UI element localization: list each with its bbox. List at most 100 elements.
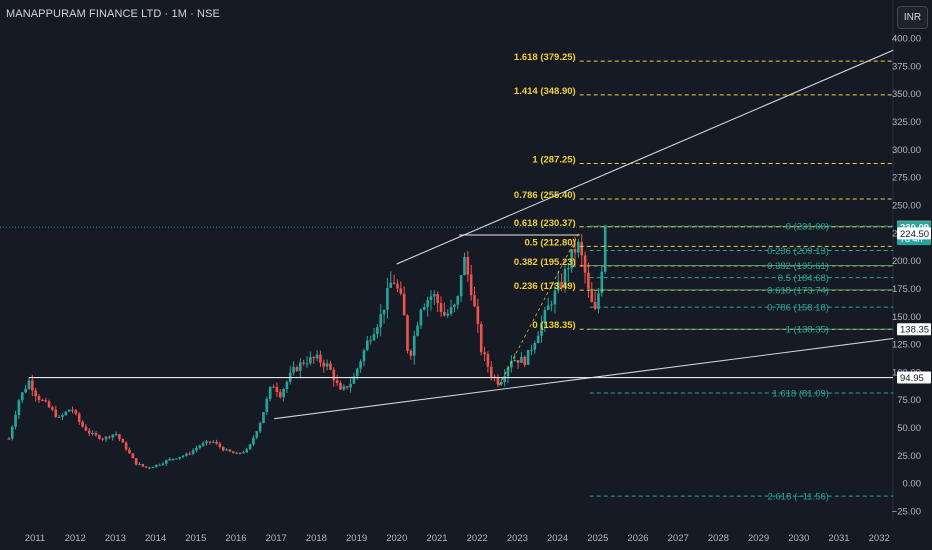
candle: [446, 313, 450, 316]
candle: [144, 466, 148, 468]
fib-level-label: 1 (287.25): [532, 154, 575, 165]
candle: [91, 433, 94, 435]
candle: [138, 464, 141, 466]
candle: [191, 450, 195, 454]
x-tick-label: 2016: [225, 533, 246, 544]
candle: [171, 458, 175, 460]
candle: [550, 304, 553, 306]
candle: [389, 282, 393, 288]
candle: [416, 325, 419, 336]
candle: [77, 413, 81, 422]
candle: [355, 368, 359, 377]
candle: [154, 464, 158, 467]
candle: [161, 463, 165, 465]
candle: [101, 438, 104, 440]
candle: [600, 271, 604, 294]
candle: [449, 307, 453, 314]
fib-level-label: 0.382 (195.23): [514, 257, 576, 268]
candle: [563, 269, 567, 288]
candle: [543, 310, 547, 323]
candle: [590, 288, 594, 302]
fib-level-label: 0.786 (255.40): [514, 190, 576, 201]
candle: [429, 296, 433, 301]
candle: [37, 396, 41, 401]
candle: [205, 441, 208, 444]
x-tick-label: 2012: [65, 533, 86, 544]
x-tick-label: 2014: [145, 533, 166, 544]
y-tick-label: 400.00: [892, 34, 921, 45]
candle: [516, 360, 520, 363]
candle: [335, 380, 339, 384]
y-tick-label: 150.00: [892, 312, 921, 323]
candle: [208, 441, 212, 443]
candle: [27, 380, 31, 389]
candle: [148, 467, 151, 469]
candle: [218, 443, 222, 447]
price-label-box: [897, 323, 931, 336]
candle: [570, 249, 573, 269]
fib-level-label: 0 (231.00): [786, 222, 829, 233]
y-tick-label: 125.00: [892, 340, 921, 351]
candle: [232, 451, 235, 454]
candle: [476, 306, 480, 325]
candle: [510, 360, 513, 368]
candle: [503, 376, 506, 383]
candle: [128, 449, 131, 454]
candle: [121, 439, 125, 443]
candle: [141, 464, 145, 467]
candle: [14, 414, 17, 427]
candle: [523, 356, 527, 365]
price-label-box: [897, 371, 931, 384]
candle: [87, 430, 91, 434]
candle: [536, 335, 540, 344]
candle: [111, 434, 115, 438]
candle: [463, 256, 466, 276]
candle: [17, 400, 21, 415]
candle: [483, 352, 486, 355]
candle: [302, 362, 305, 364]
candle: [439, 303, 443, 312]
candle: [583, 255, 587, 273]
candle: [67, 409, 71, 412]
candle: [319, 354, 322, 363]
candle: [201, 443, 205, 446]
candle: [556, 281, 560, 291]
y-tick-label: 325.00: [892, 117, 921, 128]
candle: [255, 431, 259, 438]
price-label: 138.35: [897, 323, 931, 336]
currency-button[interactable]: INR: [897, 6, 928, 29]
x-tick-label: 2022: [467, 533, 488, 544]
x-tick-label: 2023: [507, 533, 528, 544]
candle: [124, 442, 128, 450]
fib-level-label: 1.618 (81.09): [772, 388, 829, 399]
x-tick-label: 2027: [668, 533, 689, 544]
x-tick-label: 2019: [346, 533, 367, 544]
fib-level-label: 0.618 (173.74): [767, 285, 829, 296]
trend-line: [396, 49, 894, 265]
candle: [268, 386, 272, 399]
candle: [74, 410, 78, 414]
candle: [496, 377, 500, 385]
candle: [412, 335, 416, 356]
y-tick-label: 175.00: [892, 284, 921, 295]
candle: [282, 389, 285, 398]
y-tick-label: 250.00: [892, 200, 921, 211]
candle: [359, 361, 362, 369]
x-tick-label: 2029: [748, 533, 769, 544]
x-tick-label: 2011: [25, 533, 45, 544]
fib-level-label: 0.236 (209.13): [767, 246, 829, 257]
candle: [469, 274, 473, 296]
candle: [580, 241, 584, 256]
candle: [252, 437, 255, 445]
candle: [265, 398, 269, 413]
candle: [98, 435, 101, 439]
candle: [372, 334, 376, 341]
candle: [422, 307, 426, 310]
candle: [459, 275, 463, 297]
candle: [198, 445, 202, 448]
y-tick-label: 350.00: [892, 89, 921, 100]
candle: [325, 363, 329, 367]
candle: [108, 436, 111, 438]
